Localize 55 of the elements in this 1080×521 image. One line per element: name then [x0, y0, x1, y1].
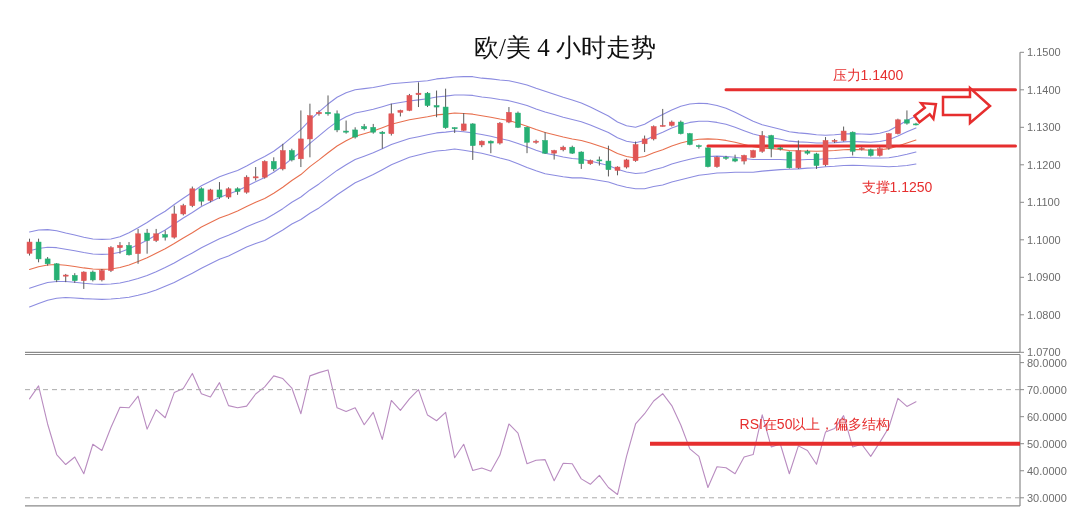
y-tick-label: 1.0700	[1027, 346, 1061, 359]
candlestick	[759, 130, 765, 154]
line-label: 压力1.1400	[832, 66, 904, 83]
line-label: RSI在50以上，偏多结构	[739, 415, 891, 432]
y-tick-label: 1.1300	[1027, 121, 1061, 134]
candlestick	[605, 145, 612, 177]
y-tick-label: 70.0000	[1027, 383, 1067, 396]
y-tick-label: 60.0000	[1027, 410, 1067, 423]
candlestick	[325, 94, 331, 117]
candlestick	[849, 130, 856, 156]
y-tick-label: 30.0000	[1027, 491, 1067, 504]
candlestick	[243, 174, 250, 195]
candlestick	[433, 90, 440, 118]
candlestick	[497, 121, 503, 146]
title: 欧/美 4 小时走势	[474, 34, 656, 61]
candlestick	[316, 109, 322, 117]
y-tick-label: 1.1000	[1027, 233, 1061, 246]
candlestick	[442, 88, 449, 130]
candlestick	[307, 103, 313, 158]
candlestick	[117, 241, 123, 255]
y-tick-label: 1.0900	[1027, 271, 1061, 284]
candlestick	[533, 139, 539, 145]
y-tick-label: 1.1500	[1027, 46, 1061, 59]
candlestick	[261, 159, 268, 180]
candlestick	[343, 120, 349, 135]
candlestick	[280, 143, 286, 171]
candlestick	[696, 144, 702, 150]
candlestick	[632, 141, 639, 163]
y-tick-label: 1.1200	[1027, 158, 1061, 171]
y-tick-label: 50.0000	[1027, 437, 1067, 450]
candlestick	[795, 139, 802, 170]
candlestick	[108, 245, 114, 273]
y-tick-label: 1.0800	[1027, 308, 1061, 321]
candlestick	[904, 109, 910, 126]
candlestick	[542, 131, 548, 155]
line-series	[28, 369, 917, 496]
candlestick	[415, 81, 422, 108]
y-tick-label: 40.0000	[1027, 464, 1067, 477]
candlestick	[35, 238, 42, 263]
line-label: 支撑1.1250	[861, 179, 933, 196]
candlestick	[524, 126, 530, 154]
y-tick-label: 1.1400	[1027, 83, 1061, 96]
candlestick	[53, 262, 60, 283]
candlestick	[135, 228, 141, 265]
candlestick	[470, 122, 476, 161]
y-tick-label: 80.0000	[1027, 356, 1067, 369]
y-tick-label: 1.1100	[1027, 196, 1060, 209]
candlestick	[388, 103, 395, 137]
candlestick	[334, 109, 340, 133]
candlestick	[723, 155, 729, 161]
candlestick	[171, 205, 177, 240]
candlestick	[189, 186, 196, 208]
candlestick	[198, 186, 205, 207]
candlestick	[144, 228, 150, 255]
candlestick	[298, 109, 304, 168]
